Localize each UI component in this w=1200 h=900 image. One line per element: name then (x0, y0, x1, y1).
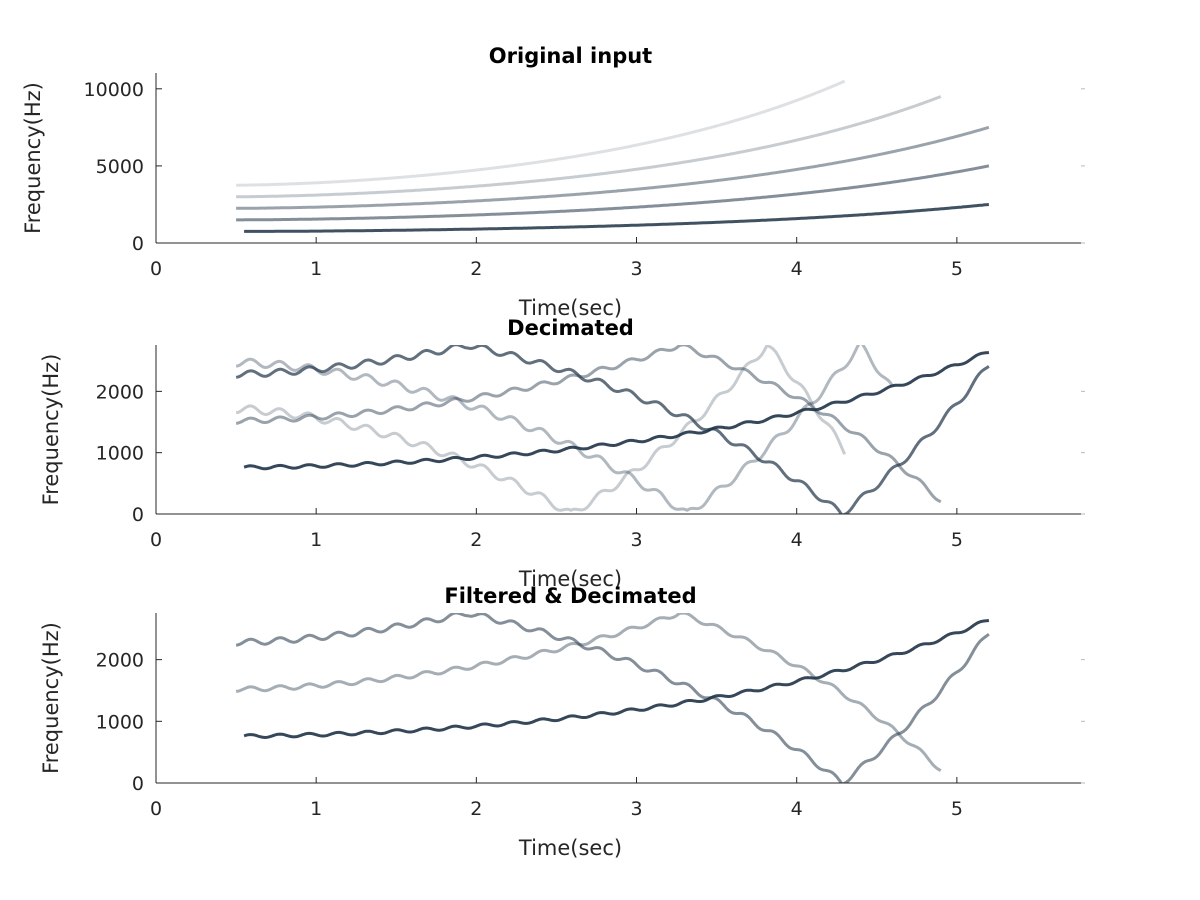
chart-title: Filtered & Decimated (444, 584, 696, 608)
y-tick-label: 2000 (96, 381, 144, 403)
harmonics (235, 613, 990, 783)
x-tick-label: 1 (310, 798, 322, 820)
y-axis-label: Frequency(Hz) (21, 82, 45, 234)
x-tick-label: 5 (951, 258, 963, 280)
x-tick-label: 2 (470, 798, 482, 820)
x-axis-label: Time(sec) (518, 567, 622, 591)
x-tick-label: 3 (630, 798, 642, 820)
spectrogram-panel-2: 0 1 2 3 4 5 0 1000 2000 Decimated Time(sec) Frequen… (39, 316, 1085, 591)
harmonic-trace-4 (235, 95, 942, 199)
y-tick-label: 5000 (96, 156, 144, 178)
harmonic-trace-5 (235, 345, 847, 512)
harmonic-trace-2 (235, 164, 990, 222)
chart-title: Original input (489, 44, 652, 68)
harmonic-trace-3 (235, 613, 990, 783)
x-axis-label: Time(sec) (518, 296, 622, 320)
x-tick-label: 1 (310, 258, 322, 280)
spectrogram-panel-3: 0 1 2 3 4 5 0 1000 2000 Filtered & Decimated Time(… (39, 584, 1085, 860)
x-tick-label: 0 (150, 258, 162, 280)
y-tick-label: 10000 (84, 79, 144, 101)
harmonic-trace-1 (243, 203, 990, 233)
harmonic-trace-1 (243, 350, 990, 471)
spectrogram-panel-1: 0 1 2 3 4 5 0 5000 10000 Original input Time(sec) F… (21, 44, 1085, 320)
y-tick-label: 1000 (96, 711, 144, 733)
x-tick-label: 0 (150, 798, 162, 820)
y-tick-label: 0 (132, 233, 144, 255)
y-axis-label: Frequency(Hz) (39, 354, 63, 506)
x-axis-label: Time(sec) (518, 836, 622, 860)
x-tick-label: 1 (310, 529, 322, 551)
x-tick-label: 2 (470, 258, 482, 280)
x-tick-label: 4 (791, 798, 803, 820)
x-tick-label: 4 (791, 529, 803, 551)
chart-title: Decimated (507, 316, 634, 340)
y-tick-label: 2000 (96, 650, 144, 672)
harmonic-trace-1 (243, 618, 990, 739)
harmonic-trace-5 (235, 79, 846, 187)
y-tick-label: 1000 (96, 443, 144, 465)
harmonic-trace-2 (235, 613, 942, 772)
x-tick-label: 2 (470, 529, 482, 551)
harmonic-trace-3 (235, 345, 990, 514)
x-tick-label: 4 (791, 258, 803, 280)
harmonic-trace-2 (235, 345, 942, 504)
x-tick-label: 5 (951, 529, 963, 551)
y-axis-label: Frequency(Hz) (39, 622, 63, 774)
x-tick-label: 5 (951, 798, 963, 820)
x-tick-label: 3 (630, 258, 642, 280)
harmonics (235, 345, 990, 514)
x-tick-label: 3 (630, 529, 642, 551)
y-tick-label: 0 (132, 504, 144, 526)
harmonic-trace-3 (235, 125, 990, 210)
y-tick-label: 0 (132, 773, 144, 795)
harmonic-trace-4 (235, 345, 895, 512)
harmonics (235, 79, 990, 233)
x-tick-label: 0 (150, 529, 162, 551)
